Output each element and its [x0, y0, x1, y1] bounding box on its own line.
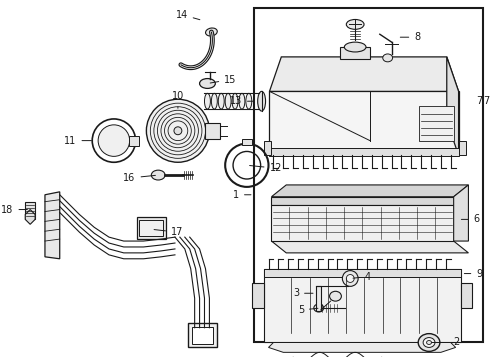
Polygon shape: [447, 57, 459, 156]
Ellipse shape: [258, 91, 266, 111]
Polygon shape: [461, 283, 472, 308]
Polygon shape: [270, 57, 459, 91]
Ellipse shape: [218, 93, 224, 109]
Ellipse shape: [199, 78, 215, 89]
Bar: [25, 202, 35, 219]
Ellipse shape: [346, 19, 364, 29]
Bar: [316, 286, 321, 311]
Ellipse shape: [418, 334, 440, 351]
Bar: [264, 141, 271, 156]
Bar: [254, 8, 483, 342]
Circle shape: [174, 127, 182, 135]
Text: 14: 14: [175, 10, 200, 20]
Ellipse shape: [246, 93, 252, 109]
Text: 7: 7: [476, 96, 483, 106]
Bar: [140, 220, 163, 236]
Bar: [341, 47, 370, 59]
Text: 13: 13: [230, 96, 254, 106]
Text: 3: 3: [293, 288, 313, 298]
Text: 1: 1: [233, 190, 251, 200]
Polygon shape: [271, 185, 468, 197]
Ellipse shape: [344, 42, 366, 52]
Polygon shape: [454, 185, 468, 241]
Bar: [264, 269, 461, 276]
Bar: [205, 123, 220, 139]
Text: 9: 9: [465, 269, 483, 279]
Ellipse shape: [423, 338, 435, 347]
Ellipse shape: [427, 341, 432, 345]
Ellipse shape: [225, 93, 231, 109]
Ellipse shape: [383, 54, 392, 62]
Bar: [264, 269, 461, 342]
Ellipse shape: [314, 304, 324, 312]
Bar: [242, 139, 252, 145]
Ellipse shape: [239, 93, 245, 109]
Polygon shape: [271, 241, 468, 253]
Polygon shape: [270, 91, 459, 156]
Ellipse shape: [211, 93, 217, 109]
Text: 7: 7: [483, 96, 490, 106]
Bar: [419, 106, 454, 141]
Bar: [129, 136, 139, 145]
Ellipse shape: [346, 275, 354, 283]
Text: 2: 2: [432, 337, 460, 347]
Text: 8: 8: [400, 32, 420, 42]
Bar: [188, 323, 217, 347]
Text: 5: 5: [298, 305, 318, 315]
Bar: [459, 141, 466, 156]
Polygon shape: [269, 342, 456, 352]
Polygon shape: [45, 192, 60, 259]
Ellipse shape: [204, 93, 210, 109]
Text: 17: 17: [154, 227, 183, 237]
Bar: [271, 197, 454, 204]
Text: 18: 18: [1, 204, 27, 215]
Ellipse shape: [343, 271, 358, 286]
Text: 15: 15: [210, 75, 237, 85]
Text: 11: 11: [64, 136, 92, 145]
Text: 10: 10: [172, 91, 184, 108]
Text: 6: 6: [462, 215, 480, 224]
Polygon shape: [252, 283, 264, 308]
Bar: [270, 148, 459, 156]
Polygon shape: [25, 210, 35, 224]
Text: 4: 4: [353, 271, 371, 282]
Ellipse shape: [232, 93, 238, 109]
Circle shape: [98, 125, 130, 156]
Bar: [192, 327, 213, 345]
Ellipse shape: [205, 28, 217, 36]
Circle shape: [147, 99, 209, 162]
Ellipse shape: [151, 170, 165, 180]
Bar: [271, 204, 454, 241]
Bar: [137, 217, 166, 239]
Text: 12: 12: [249, 163, 282, 173]
Text: 16: 16: [123, 173, 155, 183]
Ellipse shape: [330, 291, 342, 301]
